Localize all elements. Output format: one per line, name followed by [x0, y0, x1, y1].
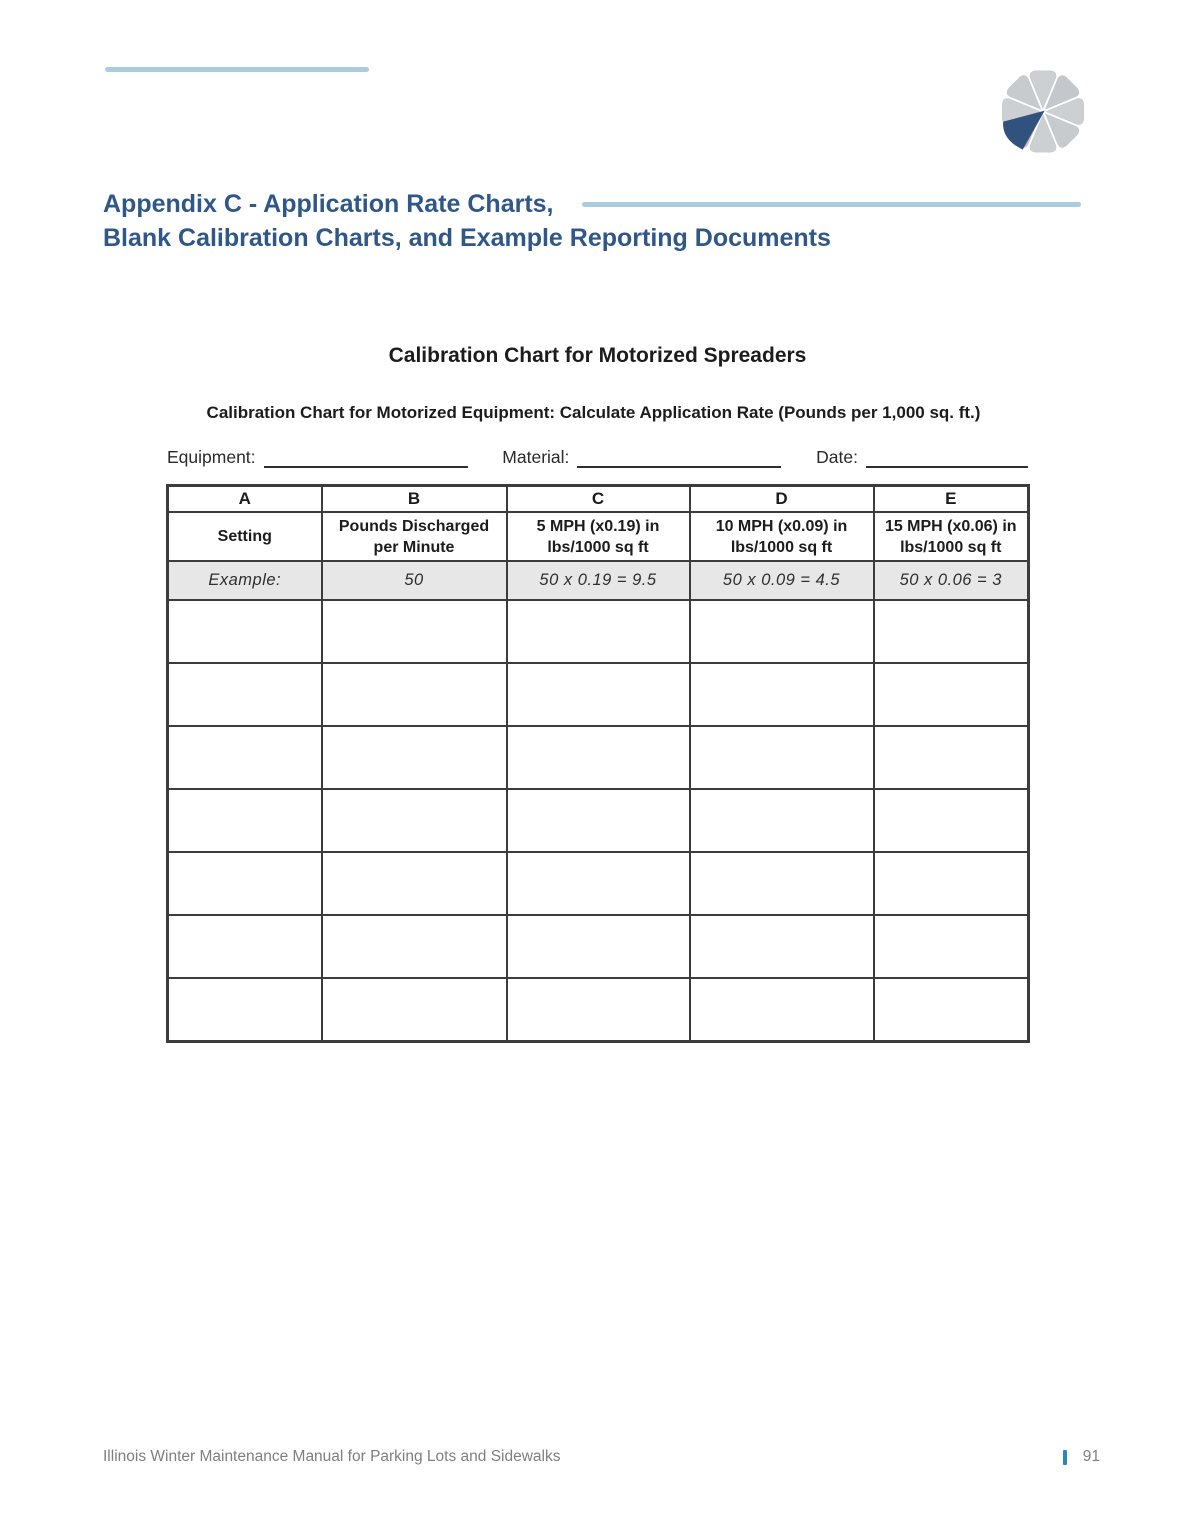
fill-in-line: Equipment: Material: Date:	[167, 446, 1028, 468]
blank-cell	[688, 725, 875, 790]
column-header-cell: Setting	[166, 511, 323, 562]
example-cell: Example:	[166, 560, 323, 601]
blank-cell	[872, 977, 1030, 1042]
column-header-cell: 15 MPH (x0.06) in lbs/1000 sq ft	[872, 511, 1030, 562]
example-cell: 50 x 0.06 = 3	[872, 560, 1030, 601]
page-footer: Illinois Winter Maintenance Manual for P…	[103, 1448, 1100, 1466]
column-header-row: Setting Pounds Discharged per Minute 5 MPH…	[166, 511, 1030, 562]
blank-row	[166, 851, 1030, 916]
blank-cell	[320, 599, 508, 664]
material-label: Material:	[502, 447, 570, 467]
blank-cell	[505, 851, 691, 916]
footer-accent-bar	[1062, 1449, 1067, 1465]
top-left-rule	[105, 67, 369, 72]
blank-cell	[505, 599, 691, 664]
blank-cell	[320, 725, 508, 790]
blank-row	[166, 788, 1030, 853]
calibration-table-body: A B C D E Setting Pounds Discharged per Minute…	[166, 484, 1030, 1042]
blank-cell	[505, 977, 691, 1042]
pinwheel-logo-svg	[1002, 70, 1084, 153]
date-blank-line	[866, 446, 1028, 468]
blank-cell	[688, 662, 875, 727]
blank-cell	[872, 788, 1030, 853]
column-letter-cell: A	[166, 484, 323, 513]
blank-cell	[872, 599, 1030, 664]
example-row: Example: 50 50 x 0.19 = 9.5 50 x 0.09 = 4.5…	[166, 560, 1030, 601]
blank-row	[166, 977, 1030, 1042]
chart-title: Calibration Chart for Motorized Spreader…	[388, 344, 807, 367]
blank-cell	[872, 725, 1030, 790]
blank-row	[166, 599, 1030, 664]
column-letter-cell: B	[320, 484, 508, 513]
pinwheel-logo-icon	[999, 64, 1087, 159]
equipment-label: Equipment:	[167, 447, 256, 467]
appendix-heading-line1: Appendix C - Application Rate Charts,	[103, 190, 554, 218]
example-cell: 50 x 0.19 = 9.5	[505, 560, 691, 601]
equipment-group: Equipment:	[167, 446, 468, 468]
column-header-cell: 5 MPH (x0.19) in lbs/1000 sq ft	[505, 511, 691, 562]
chart-subtitle: Calibration Chart for Motorized Equipmen…	[206, 403, 981, 422]
example-cell: 50	[320, 560, 508, 601]
blank-cell	[872, 851, 1030, 916]
blank-row	[166, 725, 1030, 790]
footer-page-group: 91	[1062, 1448, 1100, 1466]
blank-cell	[688, 914, 875, 979]
blank-cell	[320, 662, 508, 727]
blank-cell	[505, 662, 691, 727]
blank-cell	[166, 599, 323, 664]
blank-row	[166, 914, 1030, 979]
footer-manual-title: Illinois Winter Maintenance Manual for P…	[103, 1448, 561, 1465]
blank-cell	[166, 725, 323, 790]
blank-cell	[320, 851, 508, 916]
blank-cell	[166, 662, 323, 727]
column-header-cell: 10 MPH (x0.09) in lbs/1000 sq ft	[688, 511, 875, 562]
blank-cell	[688, 977, 875, 1042]
blank-cell	[872, 662, 1030, 727]
calibration-table-wrap: A B C D E Setting Pounds Discharged per Minute…	[166, 484, 1030, 1043]
blank-cell	[320, 788, 508, 853]
blank-cell	[166, 977, 323, 1042]
blank-cell	[505, 788, 691, 853]
column-letter-cell: C	[505, 484, 691, 513]
blank-row	[166, 662, 1030, 727]
column-letter-cell: E	[872, 484, 1030, 513]
example-cell: 50 x 0.09 = 4.5	[688, 560, 875, 601]
blank-cell	[688, 851, 875, 916]
equipment-blank-line	[263, 446, 468, 468]
heading-rule	[581, 201, 1081, 207]
appendix-heading: Appendix C - Application Rate Charts, Bl…	[103, 187, 1081, 255]
blank-cell	[320, 977, 508, 1042]
blank-cell	[166, 914, 323, 979]
appendix-heading-line2: Blank Calibration Charts, and Example Re…	[103, 224, 831, 252]
blank-cell	[166, 788, 323, 853]
blank-cell	[688, 599, 875, 664]
blank-cell	[320, 914, 508, 979]
calibration-table: A B C D E Setting Pounds Discharged per Minute…	[166, 484, 1030, 1043]
footer-page-number: 91	[1082, 1448, 1100, 1465]
material-blank-line	[577, 446, 782, 468]
date-group: Date:	[816, 446, 1028, 468]
blank-cell	[166, 851, 323, 916]
column-header-cell: Pounds Discharged per Minute	[320, 511, 508, 562]
blank-cell	[688, 788, 875, 853]
column-letter-cell: D	[688, 484, 875, 513]
blank-cell	[505, 914, 691, 979]
blank-cell	[872, 914, 1030, 979]
material-group: Material:	[502, 446, 782, 468]
date-label: Date:	[816, 447, 858, 467]
blank-cell	[505, 725, 691, 790]
